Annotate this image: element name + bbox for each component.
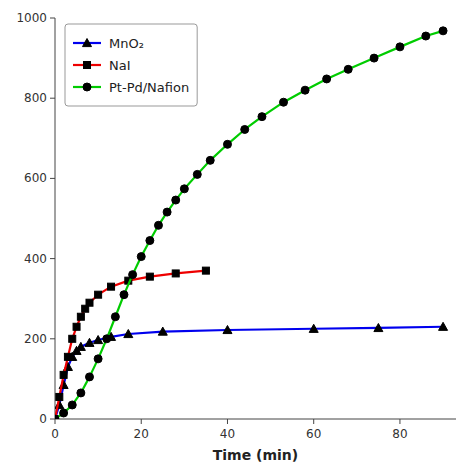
- y-tick: [50, 98, 55, 99]
- x-axis-label: Time (min): [213, 447, 298, 463]
- series: [55, 322, 448, 419]
- data-point: [241, 125, 249, 133]
- data-point: [180, 185, 188, 193]
- series: [55, 27, 447, 419]
- data-point: [258, 113, 266, 121]
- legend: MnO₂ NaI Pt-Pd/Nafion: [65, 24, 197, 106]
- data-point: [344, 65, 352, 73]
- chart: 02040608002004006008001000Time (min)MnO₂…: [0, 0, 474, 474]
- x-tick: [55, 419, 56, 424]
- data-point: [206, 156, 214, 164]
- data-point: [94, 336, 103, 344]
- data-point: [172, 270, 179, 277]
- data-point: [85, 338, 94, 346]
- data-point: [323, 75, 331, 83]
- data-point: [77, 389, 85, 397]
- data-point: [158, 327, 167, 335]
- legend-box: [65, 24, 197, 106]
- data-point: [56, 393, 63, 400]
- data-point: [309, 324, 318, 332]
- y-tick: [50, 18, 55, 19]
- data-point: [77, 313, 84, 320]
- data-point: [154, 221, 162, 229]
- y-tick: [50, 258, 55, 259]
- y-tick-label: 0: [39, 412, 47, 426]
- data-point: [370, 54, 378, 62]
- x-tick-label: 40: [220, 427, 235, 441]
- y-tick: [50, 338, 55, 339]
- x-tick: [399, 419, 400, 424]
- data-point: [146, 273, 153, 280]
- data-point: [439, 322, 448, 330]
- data-point: [86, 299, 93, 306]
- y-axis-line: [55, 18, 56, 419]
- data-point: [223, 325, 232, 333]
- data-point: [73, 323, 80, 330]
- data-point: [64, 353, 71, 360]
- data-point: [85, 373, 93, 381]
- legend-label: MnO₂: [109, 36, 144, 51]
- legend-marker: [83, 83, 91, 91]
- data-point: [76, 342, 85, 350]
- legend-label: NaI: [109, 58, 131, 73]
- series-line: [55, 327, 443, 419]
- y-tick: [50, 419, 55, 420]
- data-point: [280, 98, 288, 106]
- data-point: [55, 416, 59, 420]
- x-tick: [313, 419, 314, 424]
- data-point: [120, 291, 128, 299]
- y-tick-label: 400: [24, 252, 47, 266]
- axes: 02040608002004006008001000: [16, 11, 456, 441]
- x-tick-label: 80: [392, 427, 407, 441]
- data-point: [137, 253, 145, 261]
- x-tick-label: 60: [306, 427, 321, 441]
- data-point: [374, 323, 383, 331]
- y-tick: [50, 178, 55, 179]
- plot-area: [55, 27, 448, 419]
- data-point: [223, 140, 231, 148]
- legend-label: Pt-Pd/Nafion: [109, 80, 189, 95]
- y-tick-label: 200: [24, 332, 47, 346]
- data-point: [111, 313, 119, 321]
- data-point: [95, 291, 102, 298]
- data-point: [163, 208, 171, 216]
- series-line: [55, 31, 443, 419]
- data-point: [55, 415, 59, 419]
- data-point: [422, 32, 430, 40]
- legend-marker: [83, 39, 92, 47]
- x-axis-line: [55, 419, 456, 420]
- data-point: [94, 355, 102, 363]
- x-tick: [141, 419, 142, 424]
- data-point: [69, 335, 76, 342]
- data-point: [68, 401, 76, 409]
- data-point: [172, 196, 180, 204]
- y-tick-label: 800: [24, 91, 47, 105]
- data-point: [60, 371, 67, 378]
- data-point: [108, 283, 115, 290]
- series: [55, 267, 209, 419]
- legend-marker: [84, 62, 91, 69]
- data-point: [60, 409, 68, 417]
- data-point: [124, 329, 133, 337]
- data-point: [301, 86, 309, 94]
- data-point: [439, 27, 447, 35]
- data-point: [193, 170, 201, 178]
- x-tick-label: 0: [51, 427, 59, 441]
- data-point: [202, 267, 209, 274]
- y-tick-label: 1000: [16, 11, 47, 25]
- x-tick-label: 20: [134, 427, 149, 441]
- data-point: [146, 237, 154, 245]
- data-point: [396, 43, 404, 51]
- data-point: [129, 271, 137, 279]
- data-point: [103, 335, 111, 343]
- y-tick-label: 600: [24, 171, 47, 185]
- x-tick: [227, 419, 228, 424]
